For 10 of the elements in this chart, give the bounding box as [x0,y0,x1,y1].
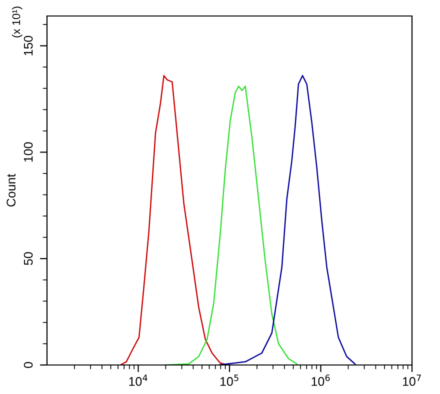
y-tick-label: 0 [24,362,33,368]
y-tick-label: 100 [24,142,33,162]
x-tick-label: 10$^{6}$ [312,374,330,386]
x-tick-label: 10$^{5}$ [220,374,238,386]
text: (x 10¹) [12,6,22,38]
x-tick-label: 10$^{7}$ [402,374,421,386]
x-tick-label: 10$^{4}$ [129,374,148,386]
y-axis-title: Count [6,174,16,207]
y-tick-label: 150 [24,36,33,56]
y-tick-label: 50 [24,252,33,266]
